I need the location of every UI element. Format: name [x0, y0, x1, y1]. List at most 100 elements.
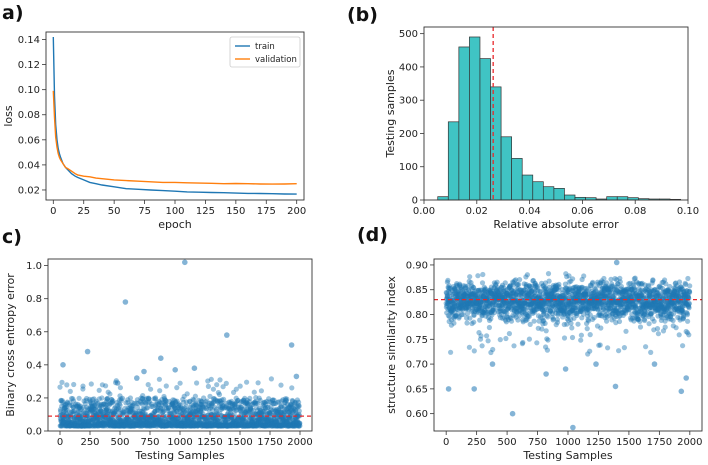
scatter-point: [255, 380, 261, 386]
scatter-point: [87, 423, 93, 429]
scatter-point: [80, 419, 86, 425]
scatter-point: [81, 422, 87, 429]
scatter-point: [81, 420, 87, 426]
scatter-point: [101, 421, 107, 427]
scatter-point: [98, 401, 104, 407]
scatter-point: [686, 305, 692, 311]
scatter-point: [57, 384, 63, 390]
scatter-point: [546, 278, 552, 284]
scatter-point: [484, 333, 490, 339]
scatter-point: [131, 423, 138, 429]
scatter-point: [109, 408, 115, 414]
scatter-point: [65, 418, 71, 424]
scatter-point: [102, 423, 108, 429]
scatter-point: [88, 405, 94, 411]
scatter-point: [163, 383, 169, 389]
scatter-point: [134, 422, 140, 428]
scatter-point: [77, 418, 83, 424]
scatter-point: [63, 421, 69, 427]
scatter-point: [89, 407, 95, 413]
scatter-point: [111, 420, 117, 426]
scatter-point: [100, 420, 106, 426]
scatter-point: [90, 417, 97, 423]
scatter-point: [106, 422, 112, 429]
x-axis-label-b: Relative absolute error: [493, 218, 619, 231]
scatter-point: [520, 339, 526, 346]
scatter-point: [58, 419, 64, 425]
scatter-point: [109, 421, 115, 427]
scatter-point: [118, 419, 124, 425]
scatter-point: [78, 423, 84, 429]
scatter-point: [80, 383, 86, 389]
scatter-point: [673, 325, 679, 331]
scatter-point: [114, 422, 120, 428]
scatter-point: [118, 396, 124, 402]
x-tick-label-d: 1250: [586, 437, 611, 448]
scatter-point: [296, 403, 302, 409]
scatter-point: [61, 420, 67, 426]
scatter-point: [135, 421, 141, 427]
scatter-point: [471, 348, 477, 354]
scatter-point: [114, 423, 120, 429]
scatter-point: [124, 422, 130, 428]
scatter-point: [107, 423, 113, 429]
scatter-point: [93, 413, 99, 419]
scatter-point: [124, 411, 130, 417]
scatter-point: [66, 418, 72, 424]
scatter-point: [79, 423, 85, 429]
scatter-point: [251, 389, 257, 395]
scatter-point: [570, 276, 576, 282]
scatter-point: [126, 407, 132, 413]
scatter-point: [81, 421, 87, 427]
scatter-point: [83, 419, 89, 425]
scatter-point: [79, 422, 85, 428]
scatter-point: [116, 423, 122, 429]
y-tick-label-b: 400: [399, 62, 418, 73]
y-tick-label-b: 500: [399, 29, 418, 40]
histogram-bar: [469, 36, 481, 201]
scatter-point: [141, 422, 147, 428]
x-tick-label-a: 150: [226, 206, 245, 217]
scatter-point: [126, 405, 133, 411]
scatter-point: [73, 422, 79, 428]
scatter-point: [93, 421, 99, 427]
scatter-point: [97, 417, 103, 423]
scatter-point: [94, 418, 100, 424]
x-tick-label-b: 0.08: [624, 206, 646, 217]
scatter-point: [137, 418, 143, 424]
scatter-point: [67, 400, 73, 406]
scatter-point: [467, 274, 473, 280]
scatter-outlier: [114, 380, 121, 386]
scatter-point: [71, 408, 77, 414]
scatter-point: [601, 275, 607, 282]
scatter-point: [687, 289, 693, 295]
scatter-point: [130, 402, 136, 409]
scatter-point: [94, 413, 100, 419]
scatter-point: [73, 422, 79, 429]
scatter-point: [70, 408, 76, 414]
scatter-point: [75, 401, 81, 407]
scatter-point: [98, 421, 105, 428]
scatter-point: [131, 418, 137, 424]
scatter-point: [97, 418, 103, 424]
x-tick-label-c: 750: [140, 437, 159, 448]
scatter-point: [543, 328, 549, 334]
scatter-point: [126, 416, 132, 423]
scatter-point: [569, 334, 576, 341]
scatter-point: [119, 422, 125, 428]
scatter-point: [103, 402, 109, 408]
scatter-point: [67, 388, 73, 394]
scatter-point: [71, 423, 77, 429]
scatter-point: [72, 420, 78, 427]
plot-area-a: [52, 36, 297, 195]
scatter-point: [78, 421, 84, 427]
x-tick-label-b: 0.02: [466, 206, 488, 217]
scatter-point: [135, 422, 141, 428]
scatter-outlier: [509, 410, 516, 417]
scatter-point: [486, 324, 492, 331]
scatter-point: [117, 423, 123, 429]
scatter-point: [140, 421, 146, 427]
scatter-point: [114, 423, 120, 429]
y-tick-label-b: 200: [399, 129, 418, 140]
scatter-point: [128, 423, 134, 429]
